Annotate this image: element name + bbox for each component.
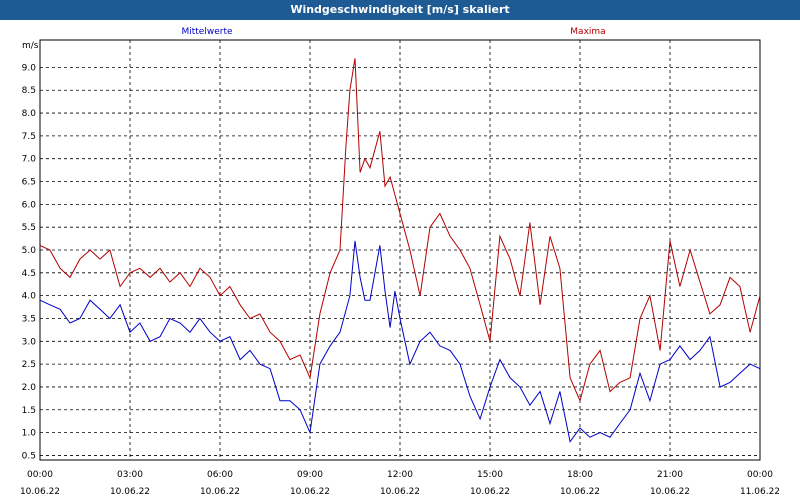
y-tick-label: 1.5 [22, 406, 36, 416]
x-tick-time-label: 15:00 [477, 470, 503, 480]
x-tick-date-label: 11.06.22 [740, 487, 780, 497]
y-tick-label: 2.0 [22, 383, 37, 393]
y-tick-label: 9.0 [22, 63, 37, 73]
x-tick-time-label: 00:00 [27, 470, 53, 480]
x-tick-date-label: 10.06.22 [20, 487, 60, 497]
y-tick-label: 2.5 [22, 360, 36, 370]
x-tick-time-label: 21:00 [657, 470, 683, 480]
y-axis-ticks: 0.5 1.0 1.5 2.0 2.5 3.0 3.5 4.0 4.5 5.0 5.5 6.0 6.5 7… [22, 63, 37, 461]
y-tick-label: 4.5 [22, 269, 36, 279]
y-tick-label: 5.5 [22, 223, 36, 233]
series-line-maxima [39, 58, 761, 403]
x-tick-date-label: 10.06.22 [650, 487, 690, 497]
x-tick-date-label: 10.06.22 [470, 487, 510, 497]
y-tick-label: 1.0 [22, 429, 37, 439]
series-lines [39, 58, 761, 443]
series-line-mittelwerte [39, 240, 761, 443]
x-tick-time-label: 00:00 [747, 470, 773, 480]
y-tick-label: 7.0 [22, 155, 37, 165]
y-tick-label: 6.0 [22, 200, 37, 210]
x-tick-time-label: 06:00 [207, 470, 233, 480]
y-tick-label: 4.0 [22, 292, 37, 302]
y-tick-label: 5.0 [22, 246, 37, 256]
x-tick-time-label: 18:00 [567, 470, 593, 480]
x-tick-date-label: 10.06.22 [290, 487, 330, 497]
legend-mittelwerte: Mittelwerte [181, 27, 232, 37]
y-axis-unit-label: m/s [22, 41, 39, 51]
y-tick-label: 8.5 [22, 86, 36, 96]
y-tick-label: 6.5 [22, 178, 36, 188]
y-tick-label: 7.5 [22, 132, 36, 142]
x-tick-time-label: 03:00 [117, 470, 143, 480]
x-tick-time-label: 12:00 [387, 470, 413, 480]
chart-area: m/s Mittelwerte Maxima 0.5 1.0 1.5 2.0 2.5 3.… [20, 27, 780, 497]
y-tick-label: 8.0 [22, 109, 37, 119]
y-tick-label: 3.5 [22, 314, 36, 324]
x-tick-date-label: 10.06.22 [200, 487, 240, 497]
y-tick-label: 0.5 [22, 451, 36, 461]
legend-maxima: Maxima [570, 27, 605, 37]
x-tick-date-label: 10.06.22 [560, 487, 600, 497]
x-tick-date-label: 10.06.22 [110, 487, 150, 497]
chart-title: Windgeschwindigkeit [m/s] skaliert [0, 0, 800, 20]
grid [39, 39, 761, 461]
x-tick-time-label: 09:00 [297, 470, 323, 480]
x-tick-date-label: 10.06.22 [380, 487, 420, 497]
x-axis-ticks: 00:00 10.06.22 03:00 10.06.22 06:00 10.06.22 0… [20, 470, 780, 497]
y-tick-label: 3.0 [22, 337, 37, 347]
